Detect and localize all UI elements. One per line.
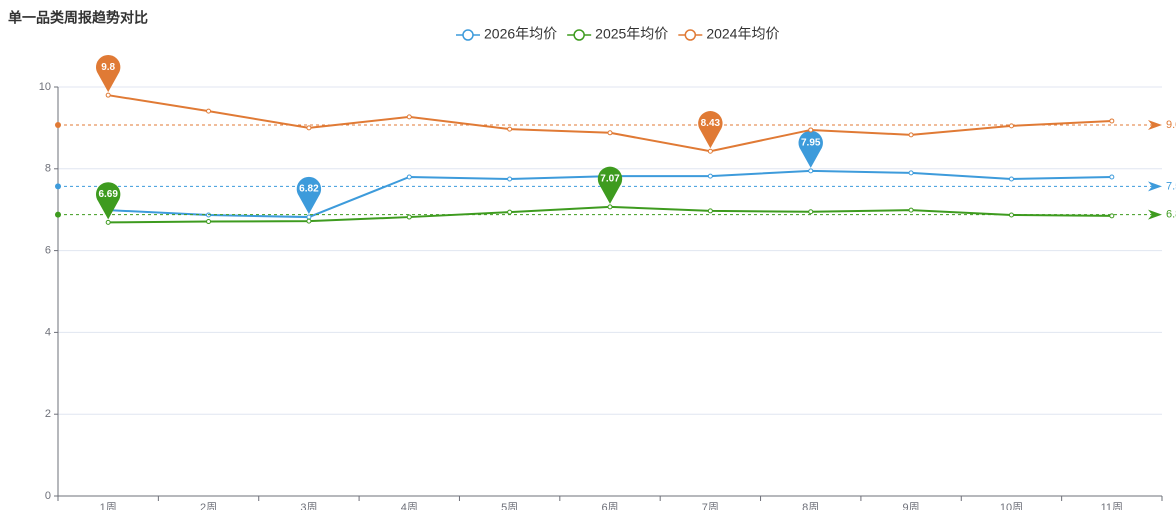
data-point <box>206 108 212 114</box>
data-point <box>306 218 312 224</box>
y-tick-label: 0 <box>45 490 51 502</box>
average-label: 6.88 <box>1166 209 1176 221</box>
data-point <box>406 174 412 180</box>
legend-label: 2024年均价 <box>706 26 779 42</box>
legend-symbol <box>684 29 697 41</box>
data-point <box>1008 176 1014 182</box>
x-tick-label: 5周 <box>501 501 518 510</box>
x-tick-label: 6周 <box>601 501 618 510</box>
average-label: 9.07 <box>1166 119 1176 131</box>
y-tick-label: 6 <box>45 245 51 257</box>
average-arrow <box>1148 120 1162 131</box>
y-tick-label: 4 <box>45 326 51 338</box>
y-tick-label: 8 <box>45 163 51 175</box>
average-label: 7.57 <box>1166 180 1176 192</box>
mark-pin-label: 7.07 <box>600 173 620 184</box>
data-point <box>607 130 613 136</box>
legend-symbol <box>573 29 585 41</box>
mark-pin <box>698 111 723 149</box>
mark-pin-label: 6.69 <box>98 189 118 200</box>
data-point <box>1008 212 1014 218</box>
data-point <box>808 127 814 133</box>
data-point <box>306 214 312 220</box>
average-arrow <box>1148 209 1162 220</box>
mark-pin-label: 9.8 <box>101 62 115 73</box>
x-tick-label: 9周 <box>903 501 920 510</box>
chart-title: 单一品类周报趋势对比 <box>8 10 148 26</box>
data-point <box>808 209 814 215</box>
legend-symbol <box>462 29 474 41</box>
data-point <box>607 204 613 210</box>
mark-pin-label: 8.43 <box>701 118 721 129</box>
data-point <box>908 207 914 213</box>
legend-label: 2026年均价 <box>484 26 557 42</box>
legend-label: 2025年均价 <box>595 26 668 42</box>
mark-pin <box>798 130 823 168</box>
data-point <box>406 114 412 120</box>
data-point <box>105 92 111 98</box>
data-point <box>908 170 914 176</box>
data-point <box>507 176 513 182</box>
average-start <box>55 183 61 190</box>
data-point <box>507 209 513 215</box>
x-tick-label: 4周 <box>401 501 418 510</box>
data-point <box>1008 123 1014 129</box>
mark-pin <box>95 182 121 220</box>
data-point <box>1109 213 1115 219</box>
mark-pin <box>95 54 121 93</box>
data-point <box>406 214 412 220</box>
data-point <box>707 148 713 154</box>
data-point <box>908 132 914 138</box>
data-point <box>707 173 713 179</box>
data-point <box>507 126 513 132</box>
data-point <box>1109 174 1115 180</box>
data-point <box>1109 118 1115 124</box>
mark-pin-label: 6.82 <box>299 184 319 195</box>
data-point <box>306 125 312 131</box>
y-tick-label: 2 <box>45 408 51 420</box>
data-point <box>105 219 111 225</box>
x-tick-label: 10周 <box>1000 501 1023 510</box>
data-point <box>206 219 212 225</box>
x-tick-label: 8周 <box>802 501 819 510</box>
data-point <box>707 208 713 214</box>
x-tick-label: 11周 <box>1101 501 1123 510</box>
average-start <box>55 211 61 218</box>
x-tick-label: 1周 <box>100 501 117 510</box>
average-start <box>55 122 61 129</box>
x-tick-label: 7周 <box>702 501 719 510</box>
mark-pin <box>597 166 623 204</box>
y-tick-label: 10 <box>39 81 51 93</box>
mark-pin <box>296 176 322 215</box>
series-line <box>108 94 1112 153</box>
data-point <box>808 168 814 174</box>
average-arrow <box>1148 181 1162 192</box>
x-tick-label: 3周 <box>300 501 317 510</box>
x-tick-label: 2周 <box>200 501 217 510</box>
mark-pin-label: 7.95 <box>801 137 821 148</box>
